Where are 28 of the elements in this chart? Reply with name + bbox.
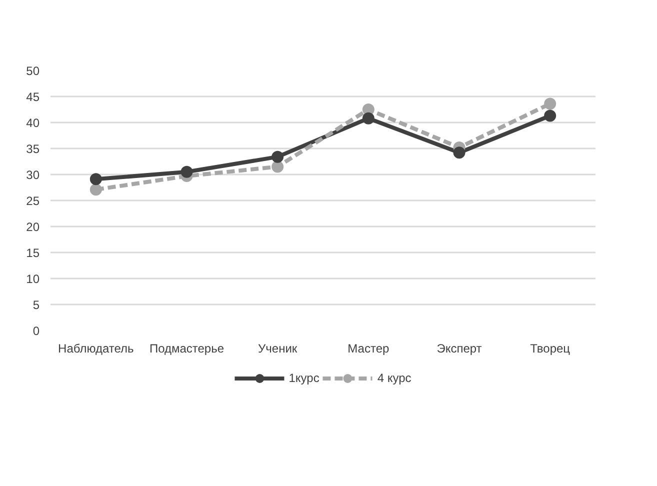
x-tick-label: Мастер [348, 342, 390, 356]
y-tick-label: 25 [26, 194, 40, 208]
point [180, 166, 193, 178]
y-tick-label: 15 [26, 246, 40, 260]
y-tick-label: 35 [26, 142, 40, 156]
point [90, 173, 102, 186]
x-tick-label: Подмастерье [149, 342, 224, 356]
x-tick-label: Эксперт [436, 342, 482, 356]
legend-label: 4 курс [377, 371, 412, 385]
point [544, 98, 556, 110]
y-tick-label: 50 [26, 64, 40, 78]
x-tick-label: Ученик [258, 342, 298, 356]
point [272, 150, 284, 163]
point [90, 184, 102, 196]
point [453, 146, 466, 159]
x-tick-label: Наблюдатель [58, 342, 134, 356]
y-tick-label: 30 [26, 168, 40, 182]
y-tick-label: 10 [26, 272, 40, 286]
point [362, 112, 374, 124]
x-tick-label: Творец [530, 342, 570, 356]
y-tick-label: 0 [32, 324, 40, 338]
y-tick-label: 20 [26, 220, 40, 234]
legend-label: 1курс [288, 371, 320, 385]
y-tick-label: 5 [32, 298, 40, 312]
y-tick-label: 45 [26, 90, 40, 104]
y-tick-label: 40 [26, 116, 40, 130]
point [544, 110, 556, 122]
point [272, 160, 284, 173]
